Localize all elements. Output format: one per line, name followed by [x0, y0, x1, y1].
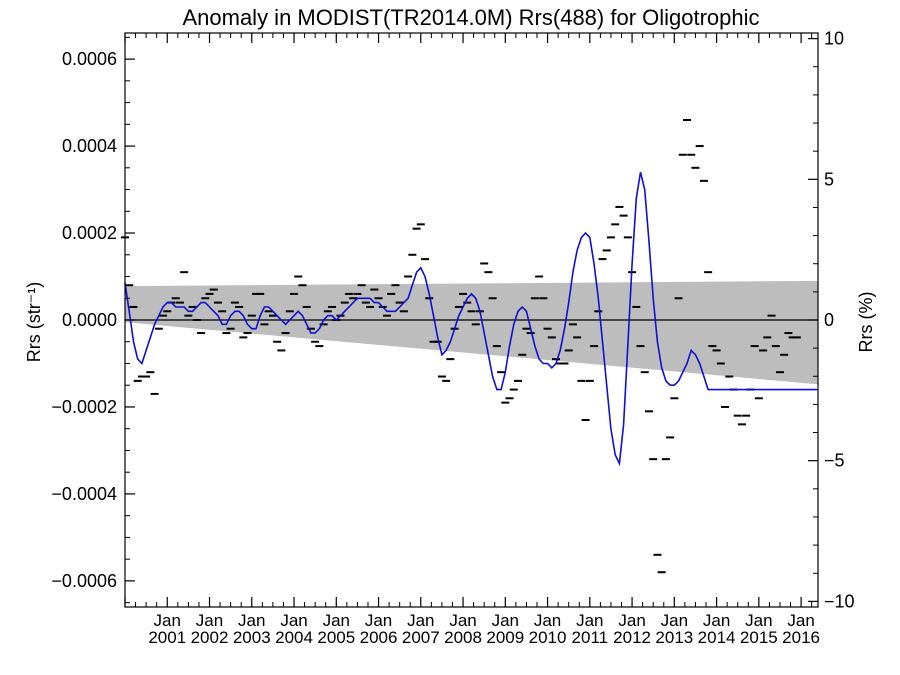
x-tick-month-label: Jan — [196, 611, 223, 630]
x-tick-year-label: 2011 — [572, 628, 609, 647]
x-tick-year-label: 2002 — [191, 628, 229, 647]
data-markers — [121, 118, 801, 574]
left-tick-label: 0.0006 — [62, 49, 117, 69]
x-tick-month-label: Jan — [745, 611, 772, 630]
right-tick-label: −10 — [824, 591, 855, 611]
left-axis-label: Rrs (str⁻¹) — [24, 282, 44, 362]
x-tick-year-label: 2010 — [529, 628, 567, 647]
x-tick-month-label: Jan — [787, 611, 814, 630]
right-axis-label: Rrs (%) — [856, 292, 876, 353]
x-tick-year-label: 2001 — [148, 628, 186, 647]
x-tick-year-label: 2009 — [486, 628, 524, 647]
x-tick-month-label: Jan — [154, 611, 181, 630]
x-tick-year-label: 2016 — [782, 628, 820, 647]
x-tick-year-label: 2012 — [613, 628, 651, 647]
x-tick-year-label: 2006 — [360, 628, 398, 647]
x-tick-month-label: Jan — [280, 611, 307, 630]
smoothed-series-line — [124, 172, 818, 467]
x-tick-month-label: Jan — [449, 611, 476, 630]
left-tick-label: −0.0002 — [51, 397, 117, 417]
x-tick-year-label: 2004 — [275, 628, 313, 647]
right-tick-label: 10 — [824, 29, 844, 49]
x-tick-year-label: 2005 — [317, 628, 355, 647]
x-tick-month-label: Jan — [407, 611, 434, 630]
right-tick-label: 5 — [824, 169, 834, 189]
left-tick-label: 0.0002 — [62, 223, 117, 243]
left-tick-label: 0.0000 — [62, 310, 117, 330]
left-tick-label: −0.0006 — [51, 571, 117, 591]
uncertainty-band — [125, 280, 818, 385]
x-axis: Jan2001Jan2002Jan2003Jan2004Jan2005Jan20… — [124, 33, 820, 647]
left-y-axis: 0.0006 0.0004 0.0002 0.0000 −0.0002 −0.0004 −0… — [51, 36, 135, 604]
x-tick-month-label: Jan — [534, 611, 561, 630]
x-tick-year-label: 2013 — [655, 628, 693, 647]
x-tick-month-label: Jan — [492, 611, 519, 630]
right-tick-label: −5 — [824, 451, 845, 471]
x-tick-month-label: Jan — [323, 611, 350, 630]
x-tick-year-label: 2015 — [740, 628, 778, 647]
left-tick-label: 0.0004 — [62, 136, 117, 156]
x-tick-month-label: Jan — [365, 611, 392, 630]
right-tick-label: 0 — [824, 310, 834, 330]
right-y-axis: 10 5 0 −5 −10 — [808, 29, 855, 611]
x-tick-month-label: Jan — [618, 611, 645, 630]
x-tick-month-label: Jan — [576, 611, 603, 630]
x-tick-month-label: Jan — [661, 611, 688, 630]
plot-area — [121, 118, 818, 574]
left-tick-label: −0.0004 — [51, 484, 117, 504]
x-tick-year-label: 2008 — [444, 628, 482, 647]
chart-title: Anomaly in MODIST(TR2014.0M) Rrs(488) fo… — [182, 5, 759, 30]
x-tick-year-label: 2014 — [698, 628, 736, 647]
x-tick-month-label: Jan — [238, 611, 265, 630]
x-tick-year-label: 2007 — [402, 628, 440, 647]
x-tick-year-label: 2003 — [233, 628, 271, 647]
x-tick-month-label: Jan — [703, 611, 730, 630]
